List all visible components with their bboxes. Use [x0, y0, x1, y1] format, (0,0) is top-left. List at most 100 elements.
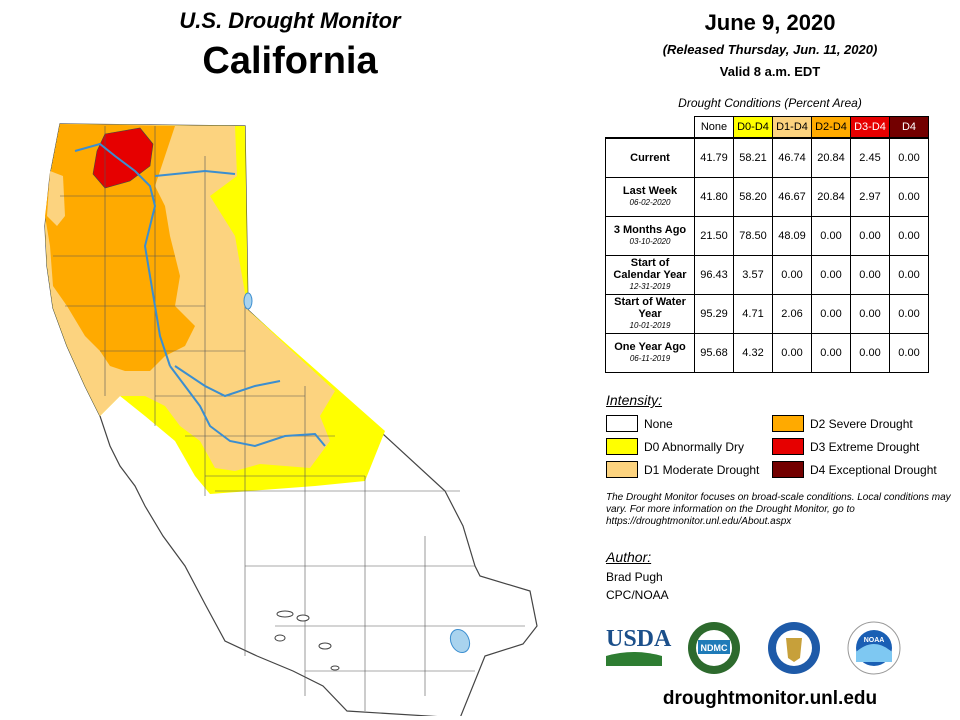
table-cell: 96.43 — [694, 255, 734, 295]
table-row: Last Week 06-02-2020 41.80 58.20 46.67 20.84 2… — [605, 177, 929, 217]
table-cell: 48.09 — [772, 216, 812, 256]
legend-swatch — [772, 438, 804, 455]
table-cell: 20.84 — [811, 137, 851, 178]
table-cell: 0.00 — [772, 255, 812, 295]
map-date: June 9, 2020 — [704, 10, 836, 35]
legend-swatch — [772, 461, 804, 478]
release-date: (Released Thursday, Jun. 11, 2020) — [662, 42, 878, 57]
table-cell: 95.68 — [694, 333, 734, 373]
svg-text:NDMC: NDMC — [701, 643, 728, 653]
table-cell: 0.00 — [811, 294, 851, 334]
legend-label: D0 Abnormally Dry — [644, 439, 745, 454]
table-cell: 95.29 — [694, 294, 734, 334]
noaa-logo: NOAA — [847, 621, 901, 675]
table-cell: 58.21 — [733, 137, 773, 178]
d1-coastal-patch — [47, 171, 65, 226]
department-of-commerce-seal — [768, 622, 820, 674]
table-cell: 41.80 — [694, 177, 734, 217]
legend-item-d0: D0 Abnormally Dry — [606, 438, 744, 455]
column-header: D2-D4 — [811, 116, 851, 139]
row-date: 12-31-2019 — [629, 282, 671, 291]
lake-tahoe — [243, 292, 253, 310]
table-cell: 2.45 — [850, 137, 890, 178]
legend-label: None — [644, 416, 673, 431]
table-cell: 0.00 — [811, 216, 851, 256]
legend-item-none: None — [606, 415, 673, 432]
column-header: D0-D4 — [733, 116, 773, 139]
table-cell: 46.67 — [772, 177, 812, 217]
disclaimer-note: The Drought Monitor focuses on broad-sca… — [606, 492, 951, 527]
table-cell: 0.00 — [889, 255, 929, 295]
table-cell: 20.84 — [811, 177, 851, 217]
table-cell: 0.00 — [811, 333, 851, 373]
table-row: Start of Water Year 10-01-2019 95.29 4.71 2.… — [605, 294, 929, 334]
row-label: 3 Months Ago 03-10-2020 — [605, 216, 695, 256]
row-date: 03-10-2020 — [629, 237, 671, 246]
table-cell: 46.74 — [772, 137, 812, 178]
legend-swatch — [606, 461, 638, 478]
table-cell: 4.32 — [733, 333, 773, 373]
column-header: D3-D4 — [850, 116, 890, 139]
map-title-state: California — [202, 40, 378, 82]
table-cell: 4.71 — [733, 294, 773, 334]
column-header: None — [694, 116, 734, 139]
legend-item-d3: D3 Extreme Drought — [772, 438, 919, 455]
table-cell: 0.00 — [889, 294, 929, 334]
row-date: 06-11-2019 — [629, 354, 671, 363]
author-title: Author: — [606, 549, 652, 565]
row-label-text: 3 Months Ago — [613, 224, 687, 236]
table-cell: 0.00 — [889, 137, 929, 178]
author-name: Brad Pugh — [606, 570, 663, 584]
california-drought-map — [5, 96, 575, 716]
legend-item-d4: D4 Exceptional Drought — [772, 461, 937, 478]
table-cell: 0.00 — [850, 255, 890, 295]
legend-swatch — [772, 415, 804, 432]
table-cell: 0.00 — [811, 255, 851, 295]
row-date: 06-02-2020 — [629, 198, 671, 207]
usda-logo: USDA — [606, 626, 672, 666]
table-cell: 0.00 — [772, 333, 812, 373]
row-label: Start of Water Year 10-01-2019 — [605, 294, 695, 334]
author-org: CPC/NOAA — [606, 588, 669, 602]
table-row: One Year Ago 06-11-2019 95.68 4.32 0.00 0.00 0… — [605, 333, 929, 373]
website-url[interactable]: droughtmonitor.unl.edu — [662, 688, 878, 709]
table-row: 3 Months Ago 03-10-2020 21.50 78.50 48.09 0.0… — [605, 216, 929, 256]
table-cell: 58.20 — [733, 177, 773, 217]
table-header-row: None D0-D4 D1-D4 D2-D4 D3-D4 D4 — [606, 116, 929, 139]
table-cell: 0.00 — [850, 294, 890, 334]
table-row: Start of Calendar Year 12-31-2019 96.43 3.5… — [605, 255, 929, 295]
rivers — [74, 142, 326, 448]
legend-label: D4 Exceptional Drought — [810, 462, 937, 477]
legend-label: D1 Moderate Drought — [644, 462, 760, 477]
d2-severe-drought-region — [45, 124, 195, 371]
legend-item-d2: D2 Severe Drought — [772, 415, 913, 432]
salton-sea — [449, 628, 471, 654]
legend-label: D2 Severe Drought — [810, 416, 913, 431]
ndmc-logo: NDMC — [688, 622, 740, 674]
channel-islands — [274, 610, 340, 671]
column-header: D1-D4 — [772, 116, 812, 139]
row-label-text: Current — [630, 152, 670, 164]
table-cell: 2.97 — [850, 177, 890, 217]
drought-conditions-table: None D0-D4 D1-D4 D2-D4 D3-D4 D4 Current 4… — [605, 116, 929, 373]
legend-swatch — [606, 415, 638, 432]
row-label: Last Week 06-02-2020 — [605, 177, 695, 217]
svg-text:USDA: USDA — [606, 626, 672, 652]
table-cell: 78.50 — [733, 216, 773, 256]
table-corner — [606, 117, 695, 139]
table-row: Current 41.79 58.21 46.74 20.84 2.45 0.00 — [605, 137, 929, 178]
row-label: One Year Ago 06-11-2019 — [605, 333, 695, 373]
table-cell: 21.50 — [694, 216, 734, 256]
row-label-text: One Year Ago — [614, 341, 686, 353]
row-date: 10-01-2019 — [629, 321, 671, 330]
table-cell: 3.57 — [733, 255, 773, 295]
legend-swatch — [606, 438, 638, 455]
row-label-text: Last Week — [622, 185, 678, 197]
row-label: Current — [605, 137, 695, 178]
valid-time: Valid 8 a.m. EDT — [719, 64, 821, 79]
row-label-text: Start of Water Year — [614, 296, 686, 320]
legend-label: D3 Extreme Drought — [810, 439, 920, 454]
table-caption: Drought Conditions (Percent Area) — [678, 96, 862, 110]
table-cell: 0.00 — [889, 177, 929, 217]
column-header: D4 — [889, 116, 929, 139]
